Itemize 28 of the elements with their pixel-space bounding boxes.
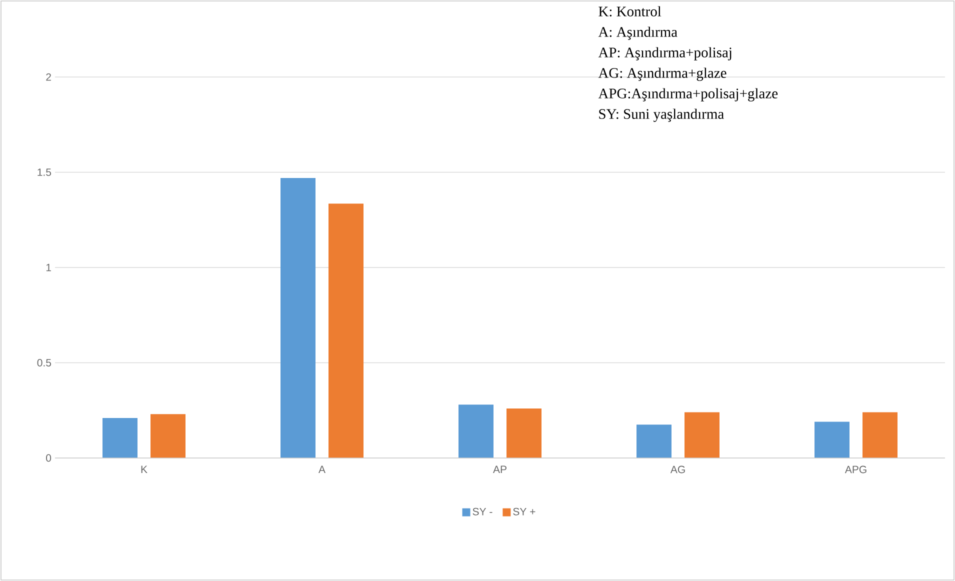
annotation: AG: Aşındırma+glaze	[598, 68, 726, 81]
legend-label: SY -	[472, 508, 492, 516]
bar	[102, 418, 138, 458]
legend-label: SY +	[513, 508, 536, 516]
text: AP: Aşındırma+polisaj	[598, 47, 732, 60]
bar	[280, 178, 316, 458]
bar	[150, 414, 186, 458]
x-tick-label: AP	[493, 466, 506, 473]
annotation: SY: Suni yaşlandırma	[599, 108, 724, 122]
y-tick-label: 2	[46, 73, 51, 81]
x-tick-label: K	[141, 466, 148, 473]
text: A: Aşındırma	[598, 26, 678, 40]
y-tick-label: 1	[46, 264, 51, 272]
bar	[636, 424, 672, 458]
bar	[458, 404, 494, 458]
bar	[862, 412, 898, 458]
y-tick-label: 1.5	[38, 168, 52, 176]
bar	[506, 408, 542, 458]
text: K: Kontrol	[598, 6, 662, 16]
bar	[684, 412, 720, 458]
y-tick-label: 0	[46, 454, 52, 462]
x-tick-label: APG	[844, 466, 866, 474]
bar	[328, 204, 364, 458]
annotation: APG:Aşındırma+polisaj+glaze	[598, 88, 778, 102]
x-tick-label: A	[318, 466, 326, 473]
bar	[814, 422, 850, 458]
x-tick-label: AG	[670, 466, 685, 474]
y-tick-label: 0.5	[37, 359, 52, 366]
